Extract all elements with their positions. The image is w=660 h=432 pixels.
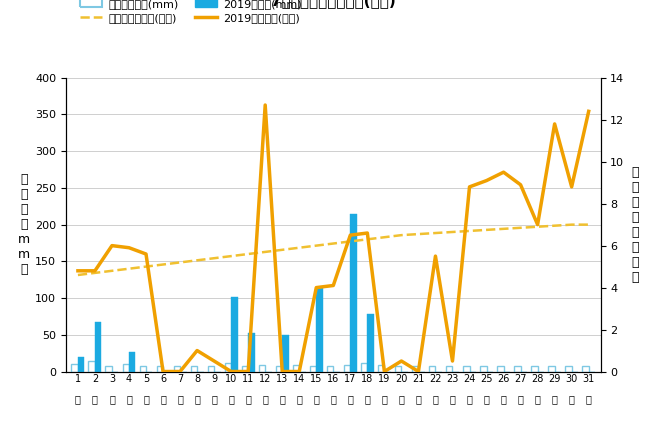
Bar [282, 335, 288, 372]
Text: 日: 日 [467, 394, 473, 404]
Text: 日: 日 [109, 394, 115, 404]
Text: 日: 日 [364, 394, 370, 404]
Text: 日: 日 [160, 394, 166, 404]
Text: 日: 日 [484, 394, 490, 404]
Y-axis label: 日
照
時
間
（
時
間
）: 日 照 時 間 （ 時 間 ） [632, 165, 640, 284]
Text: 日: 日 [262, 394, 268, 404]
Text: 日: 日 [585, 394, 591, 404]
Bar [208, 365, 214, 372]
Bar [446, 366, 453, 372]
Bar [548, 366, 554, 372]
Bar [123, 364, 129, 372]
Text: 日: 日 [449, 394, 455, 404]
Bar [316, 287, 323, 372]
Bar [156, 366, 163, 372]
Bar [224, 363, 231, 372]
Text: 日: 日 [501, 394, 506, 404]
Text: 日: 日 [517, 394, 523, 404]
Y-axis label: 降
水
量
（
m
m
）: 降 水 量 （ m m ） [18, 173, 30, 276]
Bar [514, 366, 521, 372]
Text: 日: 日 [296, 394, 302, 404]
Bar [480, 366, 486, 372]
Text: 日: 日 [381, 394, 387, 404]
Text: 日: 日 [194, 394, 200, 404]
Bar [174, 366, 180, 372]
Bar [463, 366, 469, 372]
Bar [259, 365, 265, 372]
Text: 日: 日 [75, 394, 81, 404]
Bar [129, 352, 135, 372]
Text: 日: 日 [228, 394, 234, 404]
Bar [361, 363, 368, 372]
Text: 日: 日 [432, 394, 438, 404]
Bar [310, 365, 316, 372]
Bar [191, 366, 197, 372]
Bar [71, 364, 78, 372]
Bar [106, 365, 112, 372]
Text: 日: 日 [314, 394, 319, 404]
Bar [95, 321, 102, 372]
Legend: 降水量平年値(mm), 日照時間平年値(時間), 2019降水量(mm), 2019日照時間(時間): 降水量平年値(mm), 日照時間平年値(時間), 2019降水量(mm), 20… [77, 0, 305, 26]
Text: 日: 日 [535, 394, 541, 404]
Bar [242, 365, 248, 372]
Bar [368, 314, 374, 372]
Text: 日: 日 [399, 394, 405, 404]
Bar [327, 365, 333, 372]
Bar [344, 365, 350, 372]
Bar [565, 366, 572, 372]
Text: 日: 日 [92, 394, 98, 404]
Bar [139, 365, 146, 372]
Bar [378, 365, 384, 372]
Text: 日: 日 [211, 394, 217, 404]
Bar [395, 365, 401, 372]
Bar [582, 366, 589, 372]
Text: 日: 日 [569, 394, 575, 404]
Bar [231, 297, 238, 372]
Text: 日: 日 [246, 394, 251, 404]
Text: 日: 日 [143, 394, 149, 404]
Title: 7月降水量・日照時間(日別): 7月降水量・日照時間(日別) [271, 0, 396, 9]
Bar [248, 334, 255, 372]
Text: 日: 日 [552, 394, 558, 404]
Bar [78, 357, 84, 372]
Bar [293, 365, 299, 372]
Bar [497, 366, 504, 372]
Text: 日: 日 [177, 394, 183, 404]
Text: 日: 日 [416, 394, 421, 404]
Text: 日: 日 [331, 394, 336, 404]
Bar [276, 365, 282, 372]
Text: 日: 日 [126, 394, 132, 404]
Bar [88, 361, 95, 372]
Text: 日: 日 [347, 394, 353, 404]
Text: 日: 日 [279, 394, 285, 404]
Bar [350, 214, 357, 372]
Bar [429, 366, 436, 372]
Bar [412, 365, 418, 372]
Bar [531, 366, 538, 372]
